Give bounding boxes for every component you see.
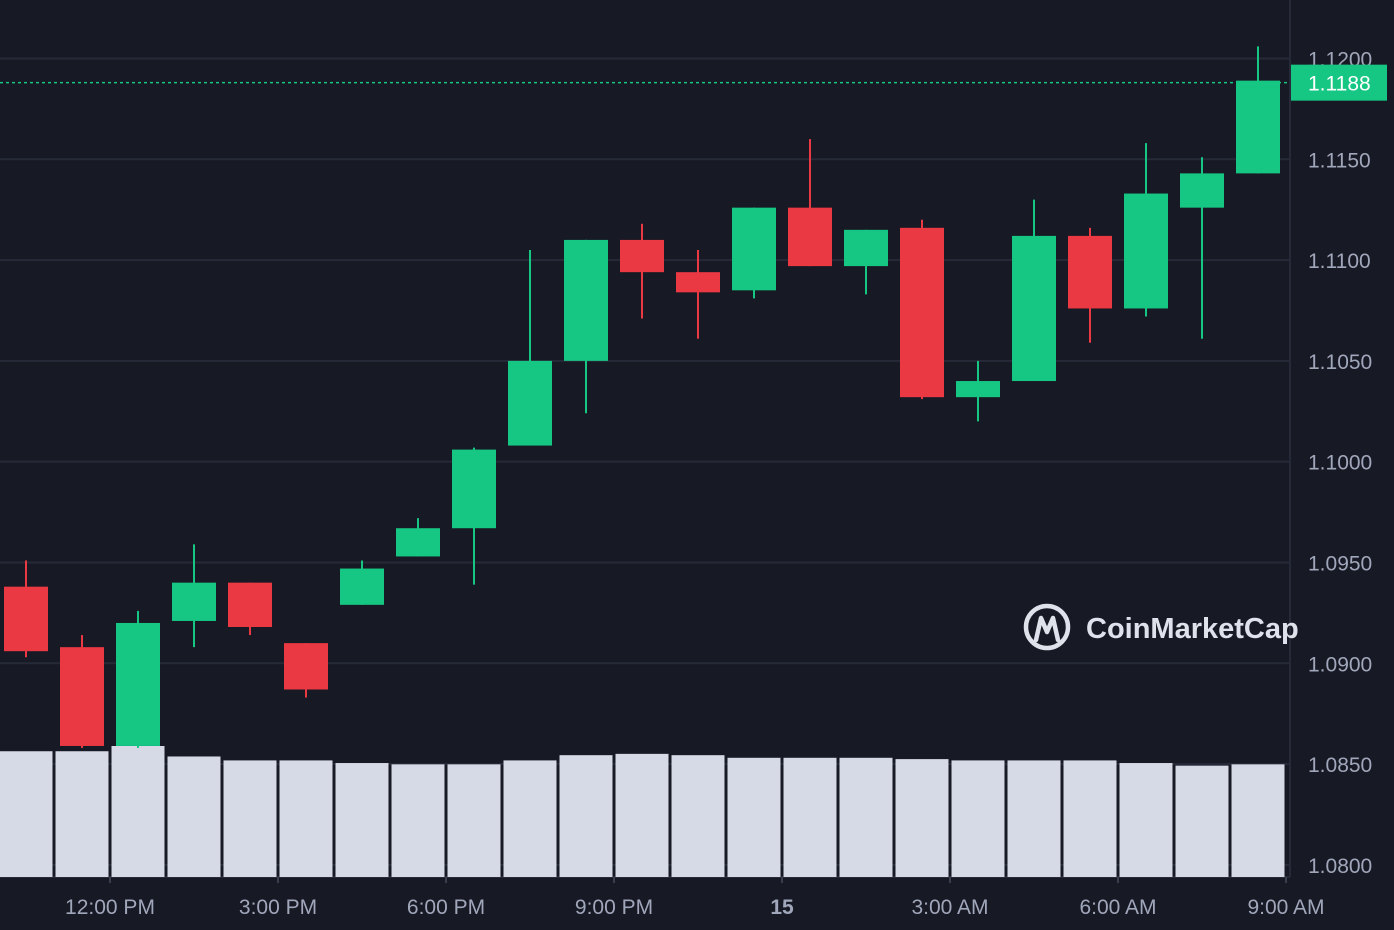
candle-body-1 bbox=[60, 647, 104, 746]
candle-8[interactable] bbox=[452, 447, 496, 585]
candle-body-0 bbox=[4, 586, 48, 652]
coinmarketcap-logo-icon bbox=[1023, 603, 1071, 651]
candle-body-21 bbox=[1180, 173, 1224, 208]
candle-15[interactable] bbox=[844, 229, 888, 295]
volume-bar-2 bbox=[111, 746, 165, 877]
last-price-badge bbox=[1291, 64, 1387, 101]
candle-layer bbox=[4, 46, 1280, 748]
candle-14[interactable] bbox=[788, 139, 832, 267]
candle-19[interactable] bbox=[1068, 227, 1112, 343]
candle-9[interactable] bbox=[508, 249, 552, 446]
time-tick-label-7: 9:00 AM bbox=[1247, 896, 1324, 919]
candle-4[interactable] bbox=[228, 582, 272, 636]
candle-body-13 bbox=[732, 207, 776, 291]
volume-bar-16 bbox=[895, 759, 949, 877]
volume-bar-13 bbox=[727, 757, 781, 877]
price-tick-label-6: 1.1100 bbox=[1308, 250, 1371, 273]
volume-bar-14 bbox=[783, 757, 837, 877]
volume-bar-5 bbox=[279, 760, 333, 877]
volume-bar-18 bbox=[1007, 760, 1061, 877]
time-tick-label-2: 6:00 PM bbox=[407, 896, 485, 919]
time-tick-label-0: 12:00 PM bbox=[65, 896, 155, 919]
price-tick-label-2: 1.0900 bbox=[1308, 653, 1372, 676]
last-price-layer: 1.1188 bbox=[0, 64, 1387, 101]
candle-6[interactable] bbox=[340, 560, 384, 605]
candle-body-11 bbox=[620, 239, 664, 273]
volume-bar-22 bbox=[1231, 764, 1285, 877]
candle-body-5 bbox=[284, 643, 328, 690]
candle-body-14 bbox=[788, 207, 832, 267]
candle-body-20 bbox=[1124, 193, 1168, 309]
candle-22[interactable] bbox=[1236, 46, 1280, 174]
candle-21[interactable] bbox=[1180, 157, 1224, 339]
volume-bar-19 bbox=[1063, 760, 1117, 877]
candle-12[interactable] bbox=[676, 249, 720, 339]
volume-bar-17 bbox=[951, 760, 1005, 877]
candle-body-12 bbox=[676, 272, 720, 293]
candle-20[interactable] bbox=[1124, 143, 1168, 317]
candle-13[interactable] bbox=[732, 207, 776, 299]
volume-bar-9 bbox=[503, 760, 557, 877]
candle-body-8 bbox=[452, 449, 496, 529]
candle-body-16 bbox=[900, 227, 944, 398]
candle-body-19 bbox=[1068, 235, 1112, 309]
price-tick-label-0: 1.0800 bbox=[1308, 855, 1372, 878]
volume-bar-12 bbox=[671, 755, 725, 877]
candle-0[interactable] bbox=[4, 560, 48, 658]
axis-layer: 1.0800 1.0850 1.0900 1.0950 1.1000 1.1050 1.11… bbox=[65, 48, 1372, 919]
candle-11[interactable] bbox=[620, 223, 664, 319]
candle-10[interactable] bbox=[564, 239, 608, 414]
candle-body-3 bbox=[172, 582, 216, 621]
volume-layer bbox=[0, 746, 1285, 877]
candle-body-15 bbox=[844, 229, 888, 267]
volume-bar-6 bbox=[335, 763, 389, 877]
candle-body-18 bbox=[1012, 235, 1056, 382]
watermark-text: CoinMarketCap bbox=[1086, 613, 1299, 645]
candle-1[interactable] bbox=[60, 635, 104, 748]
price-tick-label-4: 1.1000 bbox=[1308, 452, 1372, 475]
time-tick-label-1: 3:00 PM bbox=[239, 896, 317, 919]
candle-16[interactable] bbox=[900, 219, 944, 400]
volume-bar-11 bbox=[615, 753, 669, 877]
volume-bar-21 bbox=[1175, 765, 1229, 877]
candle-body-22 bbox=[1236, 80, 1280, 174]
candle-5[interactable] bbox=[284, 643, 328, 698]
volume-bar-4 bbox=[223, 760, 277, 877]
volume-bar-7 bbox=[391, 764, 445, 877]
candle-body-10 bbox=[564, 239, 608, 361]
last-price-label: 1.1188 bbox=[1308, 73, 1371, 96]
time-tick-label-5: 3:00 AM bbox=[911, 896, 988, 919]
candle-body-17 bbox=[956, 381, 1000, 398]
price-tick-label-7: 1.1150 bbox=[1308, 149, 1371, 172]
price-tick-label-5: 1.1050 bbox=[1308, 351, 1372, 374]
volume-bar-3 bbox=[167, 756, 221, 877]
volume-bar-10 bbox=[559, 755, 613, 877]
candle-17[interactable] bbox=[956, 360, 1000, 422]
watermark: CoinMarketCap bbox=[1023, 603, 1299, 651]
candle-body-6 bbox=[340, 568, 384, 605]
volume-bar-8 bbox=[447, 764, 501, 877]
candle-body-4 bbox=[228, 582, 272, 628]
candle-7[interactable] bbox=[396, 518, 440, 557]
price-tick-label-1: 1.0850 bbox=[1308, 754, 1372, 777]
candle-18[interactable] bbox=[1012, 199, 1056, 382]
volume-bar-15 bbox=[839, 757, 893, 877]
time-tick-label-6: 6:00 AM bbox=[1079, 896, 1156, 919]
volume-bar-0 bbox=[0, 751, 53, 877]
time-tick-label-3: 9:00 PM bbox=[575, 896, 653, 919]
candle-body-9 bbox=[508, 360, 552, 446]
price-tick-label-3: 1.0950 bbox=[1308, 552, 1372, 575]
candle-3[interactable] bbox=[172, 544, 216, 648]
volume-bar-1 bbox=[55, 751, 109, 877]
candle-body-7 bbox=[396, 528, 440, 557]
candle-2[interactable] bbox=[116, 610, 160, 748]
time-tick-label-4: 15 bbox=[770, 896, 794, 919]
candle-body-2 bbox=[116, 622, 160, 746]
volume-bar-20 bbox=[1119, 763, 1173, 877]
